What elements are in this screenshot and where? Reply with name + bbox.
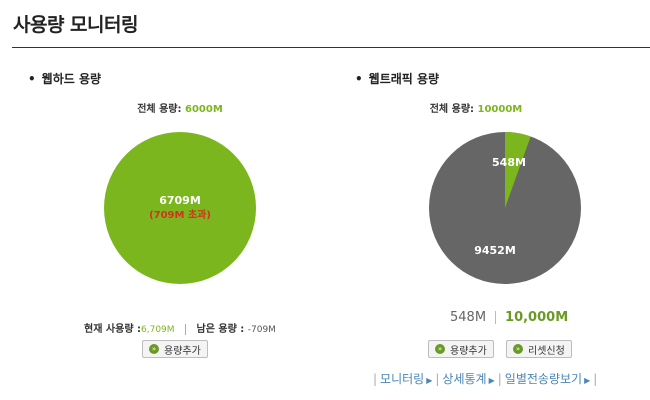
bullet-icon: •	[355, 72, 363, 86]
webtraffic-pie-remain-label: 9452M	[474, 244, 516, 257]
webtraffic-pie-used-slice	[505, 132, 531, 208]
arrow-circle-icon: »	[149, 344, 159, 354]
divider: |	[435, 372, 440, 386]
divider: |	[373, 372, 378, 386]
webtraffic-total-amount: 10,000M	[505, 310, 569, 325]
webhard-total: 전체 용량: 6000M	[30, 100, 330, 115]
webtraffic-add-capacity-label: 용량추가	[450, 345, 487, 357]
webtraffic-add-capacity-button[interactable]: » 용량추가	[428, 340, 494, 358]
webtraffic-usage: 548M 10,000M	[450, 310, 568, 325]
arrow-circle-icon: »	[513, 344, 523, 354]
page-title: 사용량 모니터링	[13, 14, 138, 36]
webtraffic-heading-text: 웹트래픽 용량	[368, 72, 440, 86]
arrow-right-icon: ▶	[584, 376, 591, 385]
webhard-add-capacity-button[interactable]: » 용량추가	[142, 340, 208, 358]
webtraffic-total: 전체 용량: 10000M	[326, 100, 626, 115]
divider: |	[497, 372, 502, 386]
webhard-remain-value: -709M	[247, 325, 276, 335]
webtraffic-panel: • 웹트래픽 용량 전체 용량: 10000M 548M 9452M 548M 10…	[330, 70, 630, 400]
bullet-icon: •	[28, 72, 36, 86]
webhard-pie-chart: 6709M (709M 초과)	[104, 132, 256, 284]
webtraffic-total-value: 10000M	[477, 104, 523, 115]
webtraffic-links: | 모니터링 ▶ | 상세통계 ▶ | 일별전송량보기 ▶ |	[370, 370, 600, 387]
webhard-panel: • 웹하드 용량 전체 용량: 6000M 6709M (709M 초과) 현재 …	[0, 70, 300, 400]
webhard-pie-sub-label: (709M 초과)	[149, 208, 211, 221]
reset-request-button[interactable]: » 리셋신청	[506, 340, 572, 358]
webhard-total-label: 전체 용량:	[137, 104, 182, 115]
webhard-used-value: 6,709M	[141, 325, 175, 335]
arrow-circle-icon: »	[435, 344, 445, 354]
divider: |	[593, 372, 598, 386]
webhard-usage: 현재 사용량 :6,709M 남은 용량 : -709M	[0, 320, 360, 335]
arrow-right-icon: ▶	[426, 376, 433, 385]
webhard-heading: • 웹하드 용량	[28, 70, 101, 87]
webtraffic-heading: • 웹트래픽 용량	[355, 70, 439, 87]
arrow-right-icon: ▶	[488, 376, 495, 385]
webhard-add-capacity-label: 용량추가	[164, 345, 201, 357]
daily-transfer-link[interactable]: 일별전송량보기	[504, 372, 583, 386]
webhard-pie-main-label: 6709M	[159, 194, 201, 207]
reset-request-label: 리셋신청	[528, 345, 565, 357]
divider	[495, 311, 497, 324]
detailed-stats-link[interactable]: 상세통계	[442, 372, 487, 386]
webtraffic-pie-chart: 548M 9452M	[429, 132, 581, 284]
webtraffic-total-label: 전체 용량:	[429, 104, 475, 115]
webhard-remain-label: 남은 용량 :	[196, 324, 245, 335]
webhard-pie-fill	[104, 132, 256, 284]
title-divider	[12, 47, 650, 48]
webtraffic-used-value: 548M	[450, 310, 487, 325]
divider	[185, 323, 187, 335]
webtraffic-pie-used-label: 548M	[492, 156, 526, 169]
webhard-total-value: 6000M	[184, 104, 223, 115]
webhard-heading-text: 웹하드 용량	[41, 72, 102, 86]
webhard-used-label: 현재 사용량 :	[84, 324, 141, 335]
monitoring-link[interactable]: 모니터링	[380, 372, 425, 386]
